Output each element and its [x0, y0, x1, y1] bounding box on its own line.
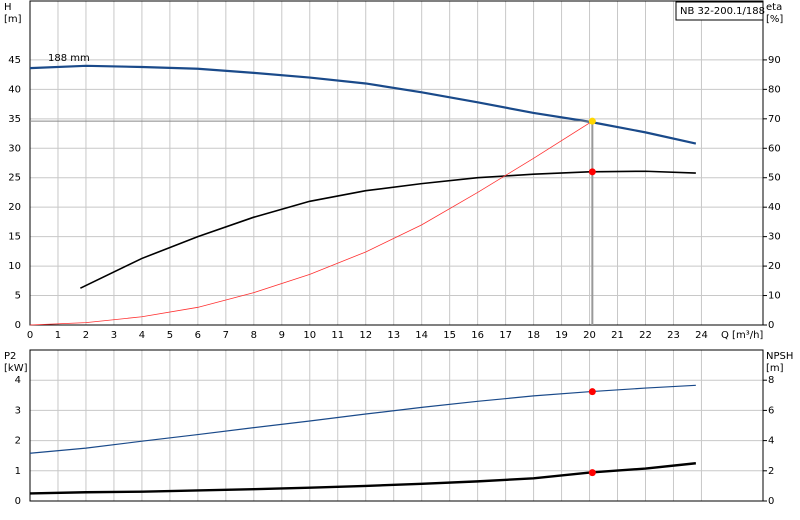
- y2-tick-label: 50: [768, 173, 781, 184]
- y-tick-label: 2: [15, 436, 21, 447]
- y2-tick-label: 0: [768, 496, 774, 507]
- x-tick-label: 2: [83, 330, 89, 341]
- y2-tick-label: 70: [768, 114, 781, 125]
- y2-tick-label: 0: [768, 320, 774, 331]
- x-tick-label: 13: [387, 330, 400, 341]
- y-tick-label: 3: [15, 405, 21, 416]
- x-tick-label: 6: [195, 330, 201, 341]
- y2-tick-label: 40: [768, 202, 781, 213]
- x-tick-label: 11: [331, 330, 344, 341]
- title-box: [675, 1, 764, 21]
- curve: [80, 170, 696, 289]
- operating-point: [588, 469, 596, 477]
- y2-tick-label: 4: [768, 436, 774, 447]
- x-tick-label: 0: [27, 330, 33, 341]
- x-tick-label: 19: [555, 330, 568, 341]
- y-axis-label: [m]: [4, 14, 22, 25]
- y2-axis-label: [m]: [766, 363, 784, 374]
- y2-tick-label: 2: [768, 466, 774, 477]
- x-tick-label: 22: [639, 330, 652, 341]
- x-tick-label: 3: [111, 330, 117, 341]
- y2-tick-label: 30: [768, 232, 781, 243]
- y-tick-label: 25: [8, 173, 21, 184]
- x-tick-label: 20: [583, 330, 596, 341]
- y-tick-label: 30: [8, 143, 21, 154]
- y-tick-label: 0: [15, 496, 21, 507]
- y-axis-label: [kW]: [4, 363, 28, 374]
- x-tick-label: 10: [303, 330, 316, 341]
- y-tick-label: 0: [15, 320, 21, 331]
- x-tick-label: 15: [443, 330, 456, 341]
- y2-tick-label: 20: [768, 261, 781, 272]
- y-tick-label: 4: [15, 375, 21, 386]
- x-tick-label: 1: [55, 330, 61, 341]
- x-tick-label: 17: [499, 330, 512, 341]
- y2-tick-label: 6: [768, 405, 774, 416]
- curve-annotation: 188 mm: [48, 53, 90, 64]
- x-tick-label: 12: [359, 330, 372, 341]
- x-tick-label: 7: [223, 330, 229, 341]
- x-tick-label: 4: [139, 330, 145, 341]
- y-tick-label: 5: [15, 291, 21, 302]
- plot-frame: [29, 349, 764, 502]
- y-tick-label: 40: [8, 84, 21, 95]
- chart-title: NB 32-200.1/188: [680, 6, 765, 17]
- x-tick-label: 21: [611, 330, 624, 341]
- curve: [29, 64, 697, 145]
- x-tick-label: 8: [251, 330, 257, 341]
- operating-point: [588, 168, 596, 176]
- y-tick-label: 10: [8, 261, 21, 272]
- y2-axis-label: NPSH: [766, 351, 793, 362]
- plot-frame: [29, 0, 764, 326]
- curve: [29, 384, 696, 454]
- y2-tick-label: 8: [768, 375, 774, 386]
- x-tick-label: 18: [527, 330, 540, 341]
- y2-tick-label: 80: [768, 84, 781, 95]
- x-tick-label: 14: [415, 330, 428, 341]
- y2-axis-label: [%]: [766, 14, 783, 25]
- x-tick-label: 24: [695, 330, 708, 341]
- curve: [29, 120, 593, 326]
- x-tick-label: 5: [167, 330, 173, 341]
- y-tick-label: 20: [8, 202, 21, 213]
- y2-tick-label: 90: [768, 55, 781, 66]
- x-tick-label: 9: [279, 330, 285, 341]
- y-axis-label: H: [4, 2, 12, 13]
- y2-tick-label: 10: [768, 291, 781, 302]
- x-tick-label: 23: [667, 330, 680, 341]
- y-tick-label: 35: [8, 114, 21, 125]
- y-axis-label: P2: [4, 351, 16, 362]
- y2-tick-label: 60: [768, 143, 781, 154]
- x-tick-label: 16: [471, 330, 484, 341]
- y-tick-label: 15: [8, 232, 21, 243]
- y2-axis-label: eta: [766, 2, 782, 13]
- y-tick-label: 45: [8, 55, 21, 66]
- operating-point: [588, 388, 596, 396]
- x-axis-label: Q [m³/h]: [721, 330, 763, 341]
- curve: [29, 462, 696, 495]
- y-tick-label: 1: [15, 466, 21, 477]
- operating-point: [588, 117, 596, 125]
